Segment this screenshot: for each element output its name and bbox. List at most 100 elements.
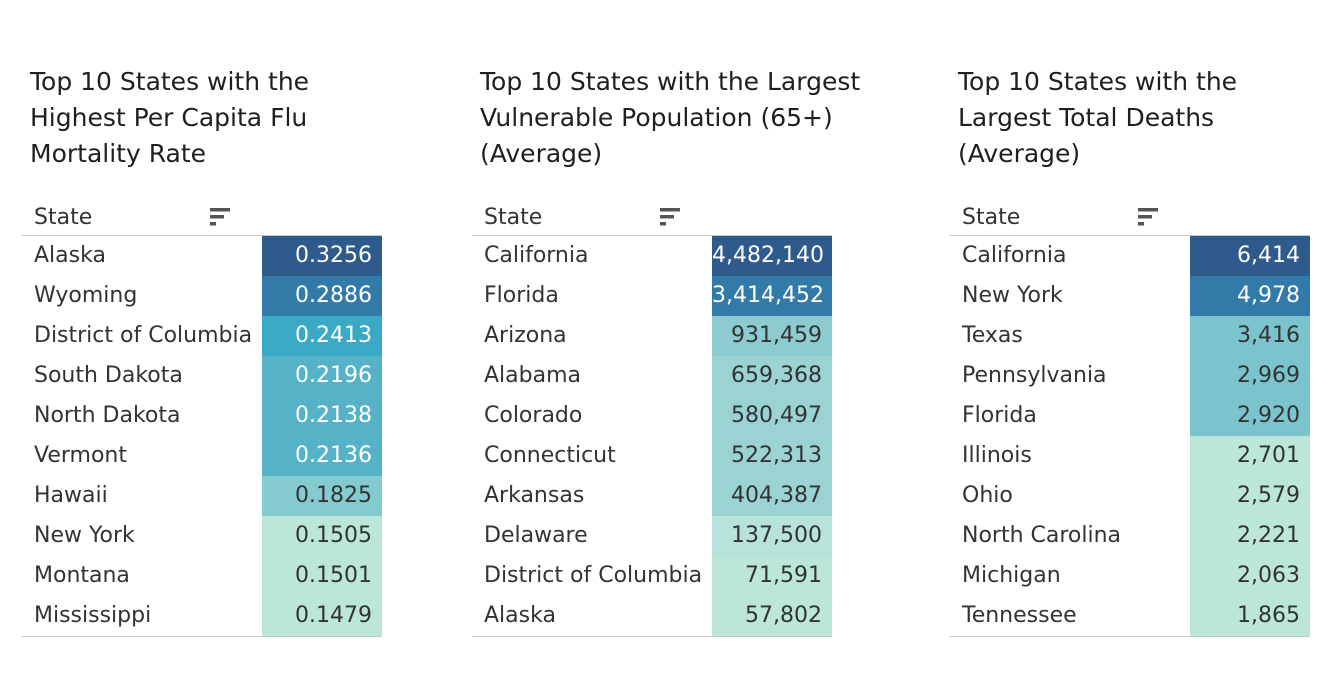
value-cell: 2,701 [1190,436,1310,476]
panel-title: Top 10 States with the Largest Total Dea… [958,67,1238,168]
state-name: Connecticut [484,443,616,468]
value-cell: 4,978 [1190,276,1310,316]
state-name: Wyoming [34,283,138,308]
table-row: Delaware 137,500 [472,516,832,556]
state-name: Arkansas [484,483,585,508]
value-cell: 2,579 [1190,476,1310,516]
table-header: State [472,200,832,236]
state-name: North Dakota [34,403,181,428]
table-row: Texas 3,416 [950,316,1310,356]
state-name: Delaware [484,523,588,548]
state-name: District of Columbia [34,323,253,348]
state-name: Alaska [34,243,106,268]
table-row: Vermont 0.2136 [22,436,382,476]
value-cell: 1,865 [1190,596,1310,636]
value-cell: 137,500 [712,516,832,556]
value-cell: 0.3256 [262,236,382,276]
table-row: Colorado 580,497 [472,396,832,436]
data-table: State Alaska 0.3256 Wyoming 0.2886 District o… [22,200,382,637]
state-name: North Carolina [962,523,1122,548]
table-row: Tennessee 1,865 [950,596,1310,636]
table-row: Connecticut 522,313 [472,436,832,476]
value-cell: 57,802 [712,596,832,636]
table-row: Alaska 57,802 [472,596,832,636]
state-name: Mississippi [34,603,152,628]
state-name: Vermont [34,443,127,468]
column-header-state[interactable]: State [34,205,93,230]
state-name: California [484,243,589,268]
value-cell: 3,416 [1190,316,1310,356]
value-cell: 0.2138 [262,396,382,436]
value-cell: 0.1501 [262,556,382,596]
state-name: Michigan [962,563,1061,588]
state-name: Illinois [962,443,1032,468]
value-cell: 2,920 [1190,396,1310,436]
table-bottom-rule [472,636,832,637]
panel-title: Top 10 States with the Largest Vulnerabl… [480,67,861,168]
table-row: California 6,414 [950,236,1310,276]
table-bottom-rule [950,636,1310,637]
table-row: Arizona 931,459 [472,316,832,356]
table-row: Florida 2,920 [950,396,1310,436]
state-name: Alaska [484,603,556,628]
value-cell: 0.1479 [262,596,382,636]
state-name: California [962,243,1067,268]
sort-icon[interactable] [208,206,230,228]
state-name: Ohio [962,483,1013,508]
state-name: South Dakota [34,363,183,388]
state-name: District of Columbia [484,563,703,588]
value-cell: 0.1825 [262,476,382,516]
value-cell: 3,414,452 [712,276,832,316]
table-row: New York 0.1505 [22,516,382,556]
value-cell: 404,387 [712,476,832,516]
table-row: Michigan 2,063 [950,556,1310,596]
state-name: New York [34,523,135,548]
value-cell: 2,063 [1190,556,1310,596]
value-cell: 0.2136 [262,436,382,476]
table-row: District of Columbia 0.2413 [22,316,382,356]
column-header-state[interactable]: State [962,205,1021,230]
value-cell: 4,482,140 [712,236,832,276]
table-row: Ohio 2,579 [950,476,1310,516]
panel-title: Top 10 States with the Highest Per Capit… [30,67,310,168]
table-row: New York 4,978 [950,276,1310,316]
value-cell: 6,414 [1190,236,1310,276]
state-name: Arizona [484,323,567,348]
value-cell: 580,497 [712,396,832,436]
table-row: Pennsylvania 2,969 [950,356,1310,396]
state-name: Montana [34,563,130,588]
table-bottom-rule [22,636,382,637]
value-cell: 0.2413 [262,316,382,356]
state-name: Tennessee [962,603,1077,628]
value-cell: 0.2196 [262,356,382,396]
table-row: Wyoming 0.2886 [22,276,382,316]
value-cell: 0.1505 [262,516,382,556]
state-name: Hawaii [34,483,108,508]
table-row: Hawaii 0.1825 [22,476,382,516]
state-name: Texas [962,323,1023,348]
table-row: Alabama 659,368 [472,356,832,396]
table-row: Alaska 0.3256 [22,236,382,276]
table-row: Mississippi 0.1479 [22,596,382,636]
column-header-state[interactable]: State [484,205,543,230]
table-row: North Dakota 0.2138 [22,396,382,436]
table-row: California 4,482,140 [472,236,832,276]
table-row: North Carolina 2,221 [950,516,1310,556]
state-name: New York [962,283,1063,308]
table-row: Florida 3,414,452 [472,276,832,316]
table-row: Arkansas 404,387 [472,476,832,516]
value-cell: 2,221 [1190,516,1310,556]
value-cell: 522,313 [712,436,832,476]
value-cell: 71,591 [712,556,832,596]
state-name: Florida [484,283,559,308]
sort-icon[interactable] [1136,206,1158,228]
data-table: State California 4,482,140 Florida 3,414,452… [472,200,832,637]
value-cell: 659,368 [712,356,832,396]
value-cell: 931,459 [712,316,832,356]
state-name: Alabama [484,363,582,388]
table-header: State [950,200,1310,236]
table-row: Illinois 2,701 [950,436,1310,476]
sort-icon[interactable] [658,206,680,228]
value-cell: 0.2886 [262,276,382,316]
state-name: Colorado [484,403,583,428]
